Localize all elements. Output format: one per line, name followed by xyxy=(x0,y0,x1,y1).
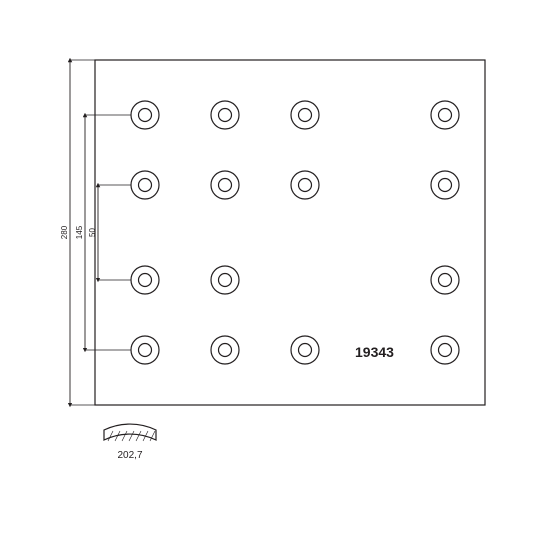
plate-outline xyxy=(95,60,485,405)
dimension-label-overall: 280 xyxy=(60,225,69,239)
hole xyxy=(131,336,159,364)
hole xyxy=(291,171,319,199)
dimension-label-width: 202,7 xyxy=(117,450,142,461)
hole xyxy=(211,171,239,199)
hole xyxy=(431,336,459,364)
hole xyxy=(431,266,459,294)
hole xyxy=(131,171,159,199)
hole xyxy=(211,336,239,364)
hole xyxy=(291,101,319,129)
hole xyxy=(131,101,159,129)
hole xyxy=(131,266,159,294)
dimension-label: 145 xyxy=(75,225,84,239)
dimension-label: 50 xyxy=(88,228,97,237)
hole xyxy=(431,101,459,129)
hole xyxy=(211,266,239,294)
profile-arc xyxy=(104,424,156,440)
part-number-label: 19343 xyxy=(355,344,394,360)
hole xyxy=(211,101,239,129)
hole xyxy=(291,336,319,364)
hole xyxy=(431,171,459,199)
